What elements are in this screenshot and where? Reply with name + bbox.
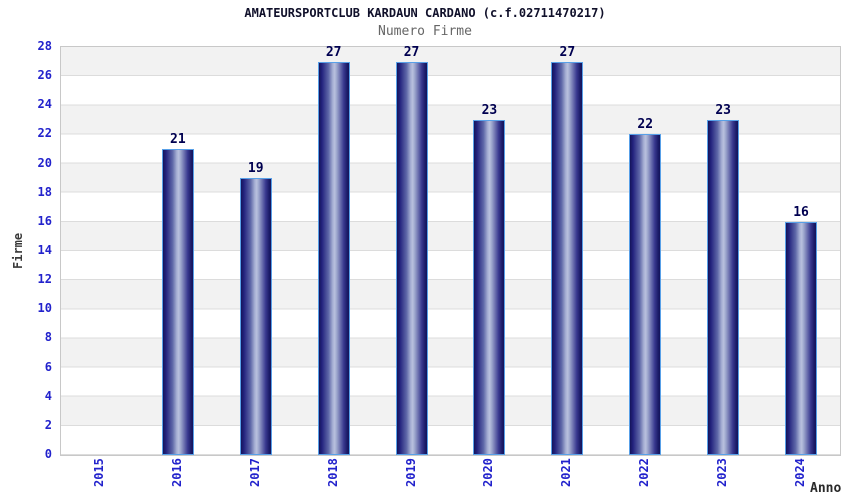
x-tick-label: 2022 xyxy=(637,458,652,487)
bar-value-label: 23 xyxy=(715,102,731,118)
y-tick-label: 12 xyxy=(37,272,52,287)
y-tick-label: 22 xyxy=(37,126,52,141)
x-tick-label: 2024 xyxy=(793,458,808,487)
y-tick-label: 14 xyxy=(37,243,52,257)
bar-value-label: 27 xyxy=(559,44,576,60)
bar-2023 xyxy=(707,119,740,455)
plot-area: 21 19 27 27 23 27 22 23 16 xyxy=(60,44,841,456)
bar-2016 xyxy=(161,149,194,455)
x-tick-label: 2021 xyxy=(559,458,574,487)
x-tick-label: 2020 xyxy=(481,458,496,487)
y-tick-label: 4 xyxy=(44,388,52,403)
y-tick-label: 2 xyxy=(44,417,52,432)
y-tick-label: 8 xyxy=(44,330,52,345)
bar-2024 xyxy=(785,221,818,455)
x-tick-label: 2018 xyxy=(325,458,340,487)
y-tick-label: 20 xyxy=(37,155,52,170)
bar-value-label: 27 xyxy=(403,44,420,60)
y-tick-label: 6 xyxy=(44,359,52,374)
y-tick-label: 24 xyxy=(37,97,52,112)
y-tick-label: 16 xyxy=(37,213,52,228)
y-tick-label: 0 xyxy=(44,447,52,461)
bar-value-label: 16 xyxy=(793,204,809,220)
bar-value-label: 23 xyxy=(481,102,498,118)
x-axis-title: Anno xyxy=(810,481,842,496)
x-tick-label: 2019 xyxy=(403,458,418,487)
x-tick-label: 2017 xyxy=(247,458,262,487)
y-tick-label: 18 xyxy=(37,184,52,199)
bar-2021 xyxy=(551,61,584,455)
y-tick-label: 10 xyxy=(37,301,52,316)
x-tick-label: 2016 xyxy=(169,458,184,487)
bar-2017 xyxy=(239,178,272,455)
y-tick-label: 26 xyxy=(37,68,52,83)
chart-title: AMATEURSPORTCLUB KARDAUN CARDANO (c.f.02… xyxy=(244,6,606,20)
x-tick-label: 2023 xyxy=(715,458,730,487)
bar-2019 xyxy=(395,61,428,455)
x-tick-label: 2015 xyxy=(91,458,106,487)
chart-subtitle: Numero Firme xyxy=(378,24,472,39)
bar-2020 xyxy=(473,119,506,455)
bar-value-label: 27 xyxy=(325,44,342,60)
bar-value-label: 19 xyxy=(247,161,264,177)
y-tick-label: 28 xyxy=(37,39,52,53)
bar-2018 xyxy=(317,61,350,455)
bar-value-label: 22 xyxy=(637,117,654,133)
bar-value-label: 21 xyxy=(170,132,186,147)
bar-2022 xyxy=(629,134,662,455)
